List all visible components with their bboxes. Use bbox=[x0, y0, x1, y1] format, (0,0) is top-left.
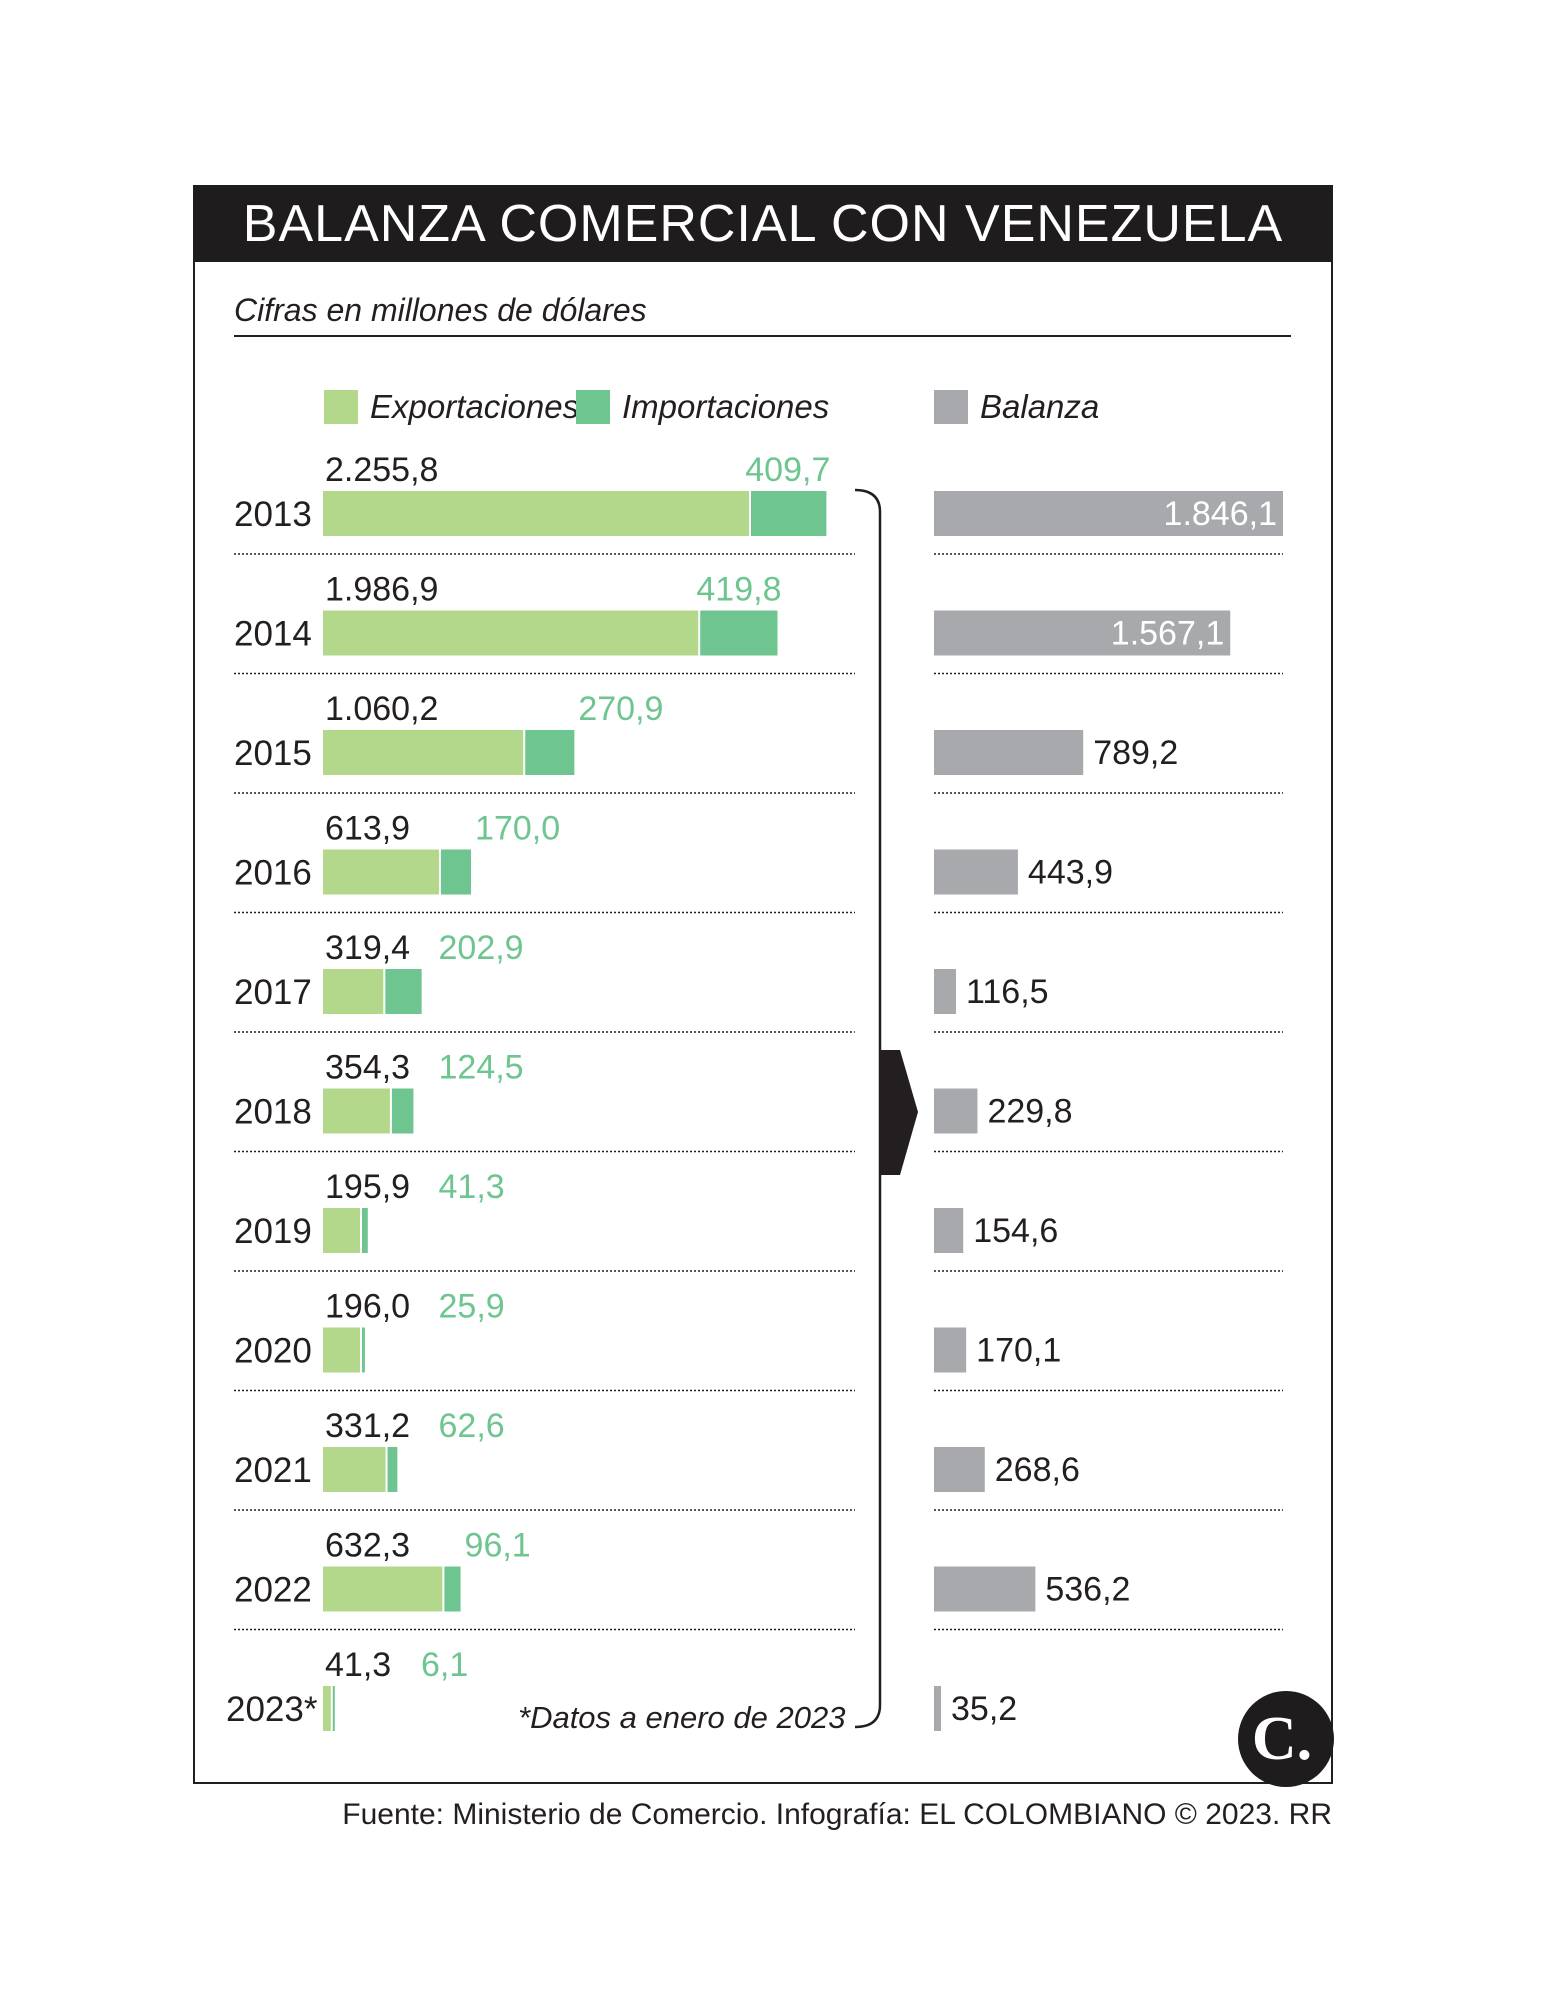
legend-balance-swatch bbox=[934, 390, 968, 424]
year-label: 2023* bbox=[226, 1690, 318, 1729]
import-bar bbox=[700, 610, 778, 656]
balance-value-label: 443,9 bbox=[1028, 854, 1113, 892]
balance-bar bbox=[934, 1327, 967, 1373]
export-value-label: 196,0 bbox=[325, 1288, 410, 1326]
year-label: 2022 bbox=[234, 1571, 312, 1610]
balance-value-label: 1.846,1 bbox=[1164, 495, 1277, 533]
export-bar bbox=[323, 849, 439, 895]
chart-subtitle: Cifras en millones de dólares bbox=[234, 292, 647, 328]
year-label: 2016 bbox=[234, 854, 312, 893]
import-bar bbox=[362, 1327, 365, 1373]
footnote: *Datos a enero de 2023 bbox=[518, 1700, 846, 1735]
balance-value-label: 154,6 bbox=[973, 1212, 1058, 1250]
balance-bar bbox=[934, 1686, 941, 1731]
year-label: 2021 bbox=[234, 1451, 312, 1490]
legend-imports-swatch bbox=[576, 390, 610, 424]
export-bar bbox=[323, 1327, 361, 1373]
balance-value-label: 268,6 bbox=[995, 1451, 1080, 1489]
balance-bar bbox=[934, 1208, 964, 1253]
export-bar bbox=[323, 1566, 443, 1612]
balance-bar bbox=[934, 730, 1084, 775]
export-value-label: 319,4 bbox=[325, 929, 410, 967]
legend-exports: Exportaciones bbox=[324, 388, 579, 426]
legend-imports: Importaciones bbox=[576, 388, 829, 426]
export-bar bbox=[323, 969, 384, 1014]
export-bar bbox=[323, 730, 524, 775]
el-colombiano-logo: C. bbox=[1238, 1691, 1334, 1787]
export-bar bbox=[323, 1088, 390, 1134]
import-value-label: 124,5 bbox=[439, 1049, 524, 1087]
balance-bar bbox=[934, 491, 1283, 536]
import-value-label: 96,1 bbox=[465, 1527, 531, 1565]
balance-bar bbox=[934, 1566, 1036, 1612]
export-value-label: 613,9 bbox=[325, 810, 410, 848]
export-value-label: 41,3 bbox=[325, 1646, 391, 1684]
legend-balance: Balanza bbox=[934, 388, 1099, 426]
import-bar bbox=[525, 730, 575, 775]
balance-value-label: 35,2 bbox=[951, 1690, 1017, 1728]
legend-exports-label: Exportaciones bbox=[370, 388, 580, 425]
import-value-label: 202,9 bbox=[439, 929, 524, 967]
balance-value-label: 789,2 bbox=[1093, 734, 1178, 772]
balance-bar bbox=[934, 1447, 985, 1492]
export-bar bbox=[323, 1447, 386, 1492]
import-value-label: 6,1 bbox=[421, 1646, 468, 1684]
export-bar bbox=[323, 1686, 331, 1731]
import-bar bbox=[385, 969, 422, 1014]
export-bar bbox=[323, 491, 749, 536]
import-bar bbox=[751, 491, 827, 536]
import-bar bbox=[332, 1686, 335, 1731]
legend-exports-swatch bbox=[324, 390, 358, 424]
subtitle-divider bbox=[234, 335, 1291, 337]
year-label: 2017 bbox=[234, 973, 312, 1012]
bracket-line bbox=[854, 488, 882, 1729]
export-value-label: 195,9 bbox=[325, 1168, 410, 1206]
year-label: 2020 bbox=[234, 1332, 312, 1371]
import-value-label: 270,9 bbox=[578, 690, 663, 728]
balance-value-label: 536,2 bbox=[1045, 1571, 1130, 1609]
import-value-label: 25,9 bbox=[439, 1288, 505, 1326]
import-bar bbox=[391, 1088, 414, 1134]
export-value-label: 632,3 bbox=[325, 1527, 410, 1565]
balance-value-label: 229,8 bbox=[987, 1093, 1072, 1131]
export-value-label: 1.986,9 bbox=[325, 571, 438, 609]
year-label: 2019 bbox=[234, 1212, 312, 1251]
balance-value-label: 1.567,1 bbox=[1111, 615, 1224, 653]
balance-bar bbox=[934, 849, 1018, 895]
export-value-label: 331,2 bbox=[325, 1407, 410, 1445]
balance-value-label: 116,5 bbox=[966, 973, 1049, 1011]
balance-value-label: 170,1 bbox=[976, 1332, 1061, 1370]
import-bar bbox=[444, 1566, 461, 1612]
import-value-label: 41,3 bbox=[439, 1168, 505, 1206]
import-value-label: 419,8 bbox=[696, 571, 781, 609]
year-label: 2015 bbox=[234, 734, 312, 773]
import-value-label: 62,6 bbox=[439, 1407, 505, 1445]
year-label: 2018 bbox=[234, 1093, 312, 1132]
arrow-icon bbox=[880, 1050, 918, 1175]
source-credit: Fuente: Ministerio de Comercio. Infograf… bbox=[342, 1798, 1332, 1831]
import-value-label: 170,0 bbox=[475, 810, 560, 848]
logo-mark: C. bbox=[1252, 1705, 1312, 1773]
export-bar bbox=[323, 1208, 360, 1253]
export-bar bbox=[323, 610, 699, 656]
chart-title: BALANZA COMERCIAL CON VENEZUELA bbox=[193, 185, 1333, 262]
logo-letter: C. bbox=[1252, 1705, 1312, 1773]
balance-bar bbox=[934, 969, 957, 1014]
balance-bar bbox=[934, 610, 1231, 656]
export-value-label: 354,3 bbox=[325, 1049, 410, 1087]
legend-balance-label: Balanza bbox=[980, 388, 1100, 425]
export-value-label: 1.060,2 bbox=[325, 690, 438, 728]
chart-frame bbox=[193, 185, 1333, 1784]
export-value-label: 2.255,8 bbox=[325, 451, 438, 489]
import-bar bbox=[440, 849, 472, 895]
year-label: 2013 bbox=[234, 495, 312, 534]
balance-bar bbox=[934, 1088, 978, 1134]
import-value-label: 409,7 bbox=[745, 451, 830, 489]
year-label: 2014 bbox=[234, 615, 312, 654]
import-bar bbox=[387, 1447, 398, 1492]
import-bar bbox=[361, 1208, 368, 1253]
legend-imports-label: Importaciones bbox=[622, 388, 830, 425]
